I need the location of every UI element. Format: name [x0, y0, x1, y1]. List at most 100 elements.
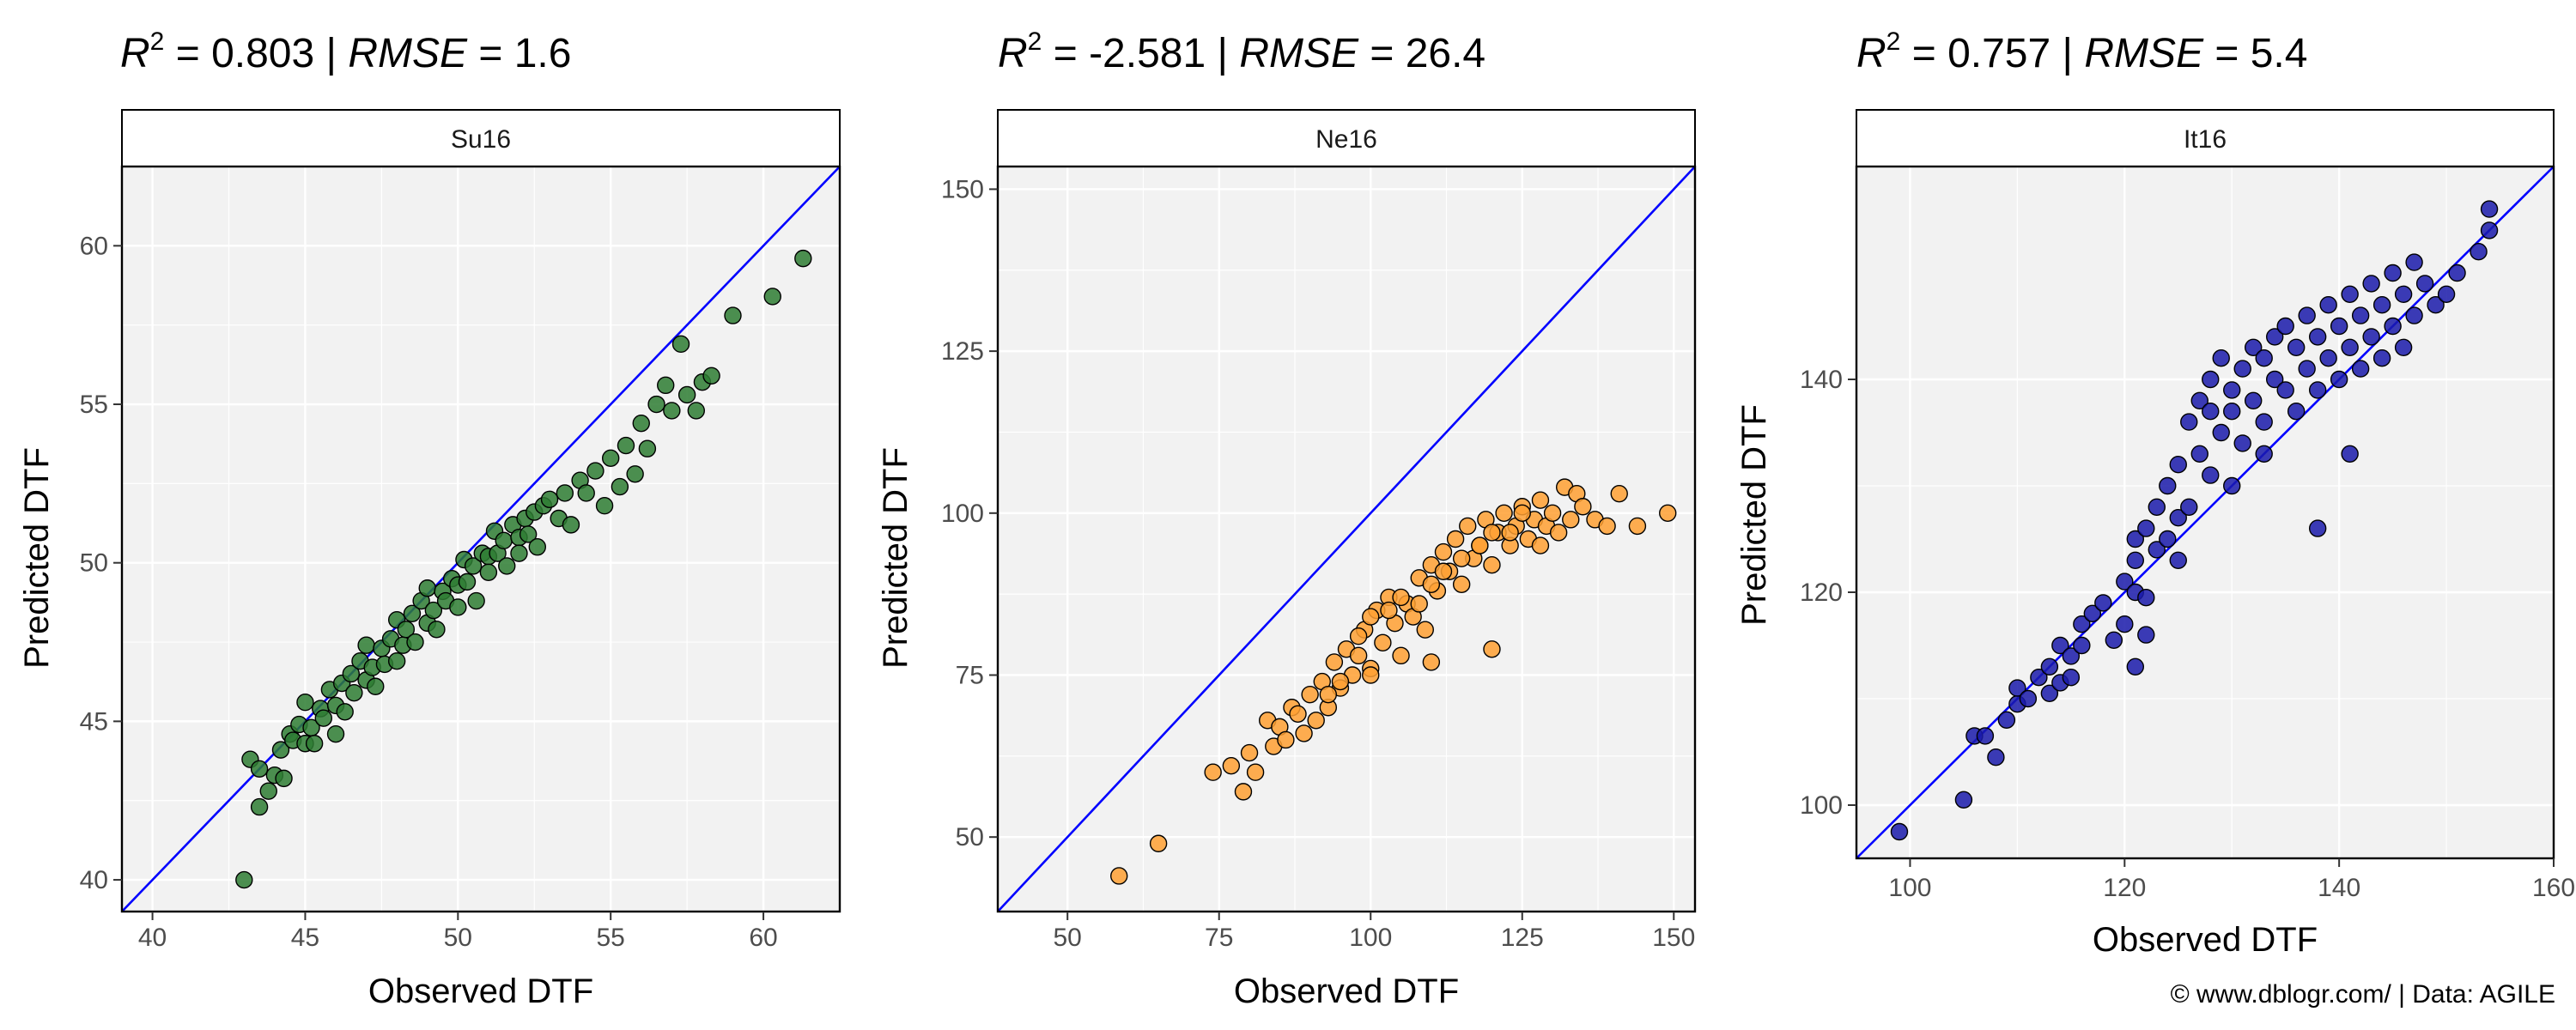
data-point: [1495, 504, 1513, 523]
data-point: [1610, 484, 1628, 503]
data-point: [2372, 349, 2391, 367]
data-point: [2126, 530, 2145, 548]
data-point: [1446, 530, 1465, 548]
x-tick-label: 55: [597, 924, 625, 952]
identity-line: [121, 166, 841, 912]
data-point: [1374, 633, 1392, 651]
data-point: [336, 703, 354, 721]
data-point: [1976, 727, 1995, 745]
data-point: [2255, 349, 2273, 367]
data-point: [1349, 627, 1368, 645]
data-point: [617, 436, 635, 455]
data-point: [2405, 306, 2423, 324]
data-point: [2116, 573, 2134, 591]
data-point: [638, 439, 657, 457]
x-tick-label: 150: [1652, 924, 1695, 952]
x-tick-label: 50: [444, 924, 472, 952]
x-tick-label: 100: [1888, 874, 1931, 902]
source-caption: © www.dblogr.com/ | Data: AGILE: [2171, 980, 2555, 1009]
data-point: [1483, 640, 1501, 658]
data-point: [2287, 338, 2306, 356]
data-point: [1422, 575, 1441, 594]
data-point: [424, 601, 443, 620]
data-point: [2308, 519, 2327, 537]
data-point: [562, 516, 580, 534]
data-point: [1204, 763, 1222, 781]
data-point: [1531, 491, 1550, 509]
x-tick-label: 75: [1205, 924, 1233, 952]
data-point: [2448, 264, 2466, 282]
data-point: [271, 741, 290, 759]
data-point: [611, 477, 629, 496]
data-point: [2319, 349, 2337, 367]
data-point: [2062, 669, 2081, 687]
data-point: [2245, 338, 2263, 356]
data-point: [406, 633, 424, 651]
data-point: [1392, 588, 1410, 607]
data-point: [1301, 685, 1319, 704]
data-point: [763, 288, 781, 306]
data-point: [1543, 504, 1562, 523]
data-point: [626, 465, 644, 483]
data-point: [2255, 413, 2273, 431]
data-point: [540, 490, 559, 509]
data-point: [342, 664, 361, 683]
x-tick-label: 125: [1501, 924, 1544, 952]
data-point: [2148, 498, 2166, 516]
y-tick-label: 50: [80, 549, 108, 578]
strip-ne16-box: [997, 109, 1696, 167]
data-point: [1471, 536, 1489, 554]
data-point: [577, 484, 595, 502]
data-point: [2276, 381, 2294, 399]
y-tick-label: 140: [1800, 366, 1843, 394]
data-point: [2394, 338, 2413, 356]
data-point: [1459, 517, 1477, 536]
data-point: [1362, 608, 1380, 626]
data-point: [2298, 360, 2316, 378]
data-point: [1307, 712, 1325, 730]
data-point: [1234, 783, 1253, 801]
data-point: [702, 367, 720, 385]
data-point: [235, 870, 253, 889]
data-point: [479, 563, 498, 581]
data-point: [1277, 730, 1295, 749]
data-point: [2202, 403, 2220, 421]
data-point: [1549, 524, 1568, 542]
x-tick-label: 40: [138, 924, 167, 952]
data-point: [2394, 285, 2413, 303]
data-point: [2480, 221, 2499, 239]
data-point: [2470, 243, 2488, 261]
data-point: [1295, 724, 1313, 742]
data-point: [2126, 551, 2145, 569]
data-point: [2287, 403, 2306, 421]
data-point: [296, 694, 314, 712]
panel-border: [120, 165, 841, 913]
y-tick-label: 75: [956, 662, 984, 690]
data-point: [2341, 285, 2359, 303]
data-point: [464, 557, 483, 575]
data-point: [1987, 748, 2005, 766]
data-point: [1149, 834, 1168, 852]
data-point: [671, 335, 690, 354]
data-point: [1628, 517, 1647, 536]
data-point: [2190, 445, 2208, 463]
data-point: [1531, 536, 1550, 554]
data-point: [2212, 349, 2230, 367]
plot-area-it16: 100 120 140 160 100 120 140: [1800, 165, 2575, 902]
data-point: [2265, 370, 2284, 389]
data-point: [1890, 822, 1909, 841]
data-point: [498, 557, 516, 575]
data-point: [2030, 669, 2048, 687]
data-point: [2245, 391, 2263, 409]
data-point: [1513, 504, 1531, 523]
data-point: [1349, 646, 1368, 665]
panel-title-it16: R2 = 0.757 | RMSE = 5.4: [1856, 27, 2307, 76]
data-point: [601, 449, 620, 468]
data-point: [2159, 476, 2177, 495]
data-point: [1501, 524, 1519, 542]
data-point: [2126, 657, 2145, 676]
plot-area-ne16: 50 75 100 125 150 50 75 100 125 150: [941, 165, 1697, 952]
data-point: [403, 604, 422, 622]
data-point: [2415, 275, 2434, 293]
data-point: [428, 621, 446, 639]
